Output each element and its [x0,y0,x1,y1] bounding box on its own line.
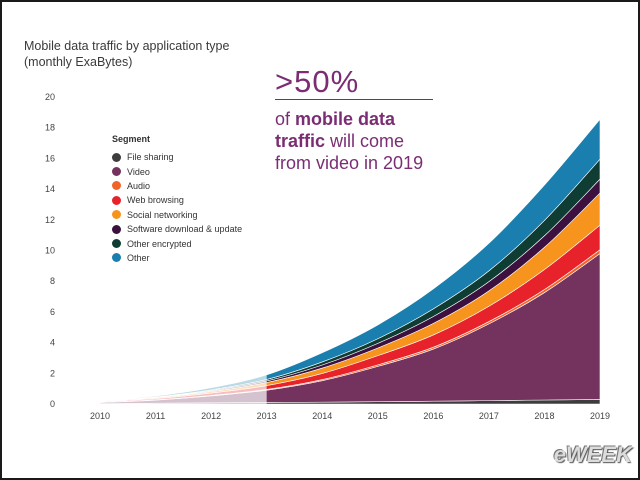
legend-swatch [112,239,121,249]
legend-swatch [112,195,121,205]
legend-item: Other [112,251,242,265]
callout-headline: >50% [275,64,360,99]
legend-item: Software download & update [112,222,242,236]
legend-label: File sharing [127,152,174,163]
x-tick-label: 2014 [312,411,332,421]
y-tick-label: 14 [45,184,55,194]
x-tick-label: 2016 [423,411,443,421]
legend-label: Audio [127,180,151,191]
y-tick-label: 0 [50,399,55,409]
area-series-other [99,118,601,402]
legend-label: Social networking [127,209,198,220]
legend-label: Other encrypted [127,238,192,249]
legend-title: Segment [112,134,151,144]
eweek-watermark-logo: eWEEK [553,442,632,467]
legend-item: Web browsing [112,193,242,207]
chart-subtitle: (monthly ExaBytes) [24,55,133,69]
callout-divider [275,99,433,100]
y-axis-ticks: 0 2 4 6 8 10 12 14 16 18 20 [45,92,55,409]
legend-swatch [112,167,121,177]
y-tick-label: 20 [45,92,55,102]
x-tick-label: 2011 [146,411,165,421]
legend-item: File sharing [112,150,242,164]
chart-title-block: Mobile data traffic by application type … [24,38,229,70]
legend-swatch [112,210,121,220]
y-tick-label: 6 [50,307,55,317]
x-tick-label: 2012 [201,411,221,421]
legend-swatch [112,181,121,191]
callout-text-bold: traffic [275,131,326,151]
historic-fade-overlay [98,97,267,405]
x-tick-label: 2015 [368,411,388,421]
callout-text: of mobile data traffic will come from vi… [275,108,455,174]
y-tick-label: 18 [45,123,55,133]
legend-item: Audio [112,179,242,193]
y-tick-label: 8 [50,276,55,286]
legend-swatch [112,224,121,234]
y-tick-label: 10 [45,246,55,256]
y-tick-label: 2 [50,368,55,378]
legend-label: Software download & update [127,224,243,235]
x-axis-ticks: 2010 2011 2012 2013 2014 2015 2016 2017 2018 2019 [90,411,610,421]
x-tick-label: 2019 [590,411,610,421]
stacked-areas [98,97,601,405]
legend-item: Video [112,164,242,178]
x-tick-label: 2013 [257,411,277,421]
callout-text-bold: mobile data [295,109,396,129]
x-tick-label: 2017 [479,411,499,421]
chart-title: Mobile data traffic by application type [24,39,230,53]
legend-label: Video [127,166,150,177]
legend-swatch [112,152,121,162]
callout-text-part: of [275,109,296,129]
x-tick-label: 2010 [90,411,110,421]
callout-text-part: will come [325,131,405,151]
callout-text-part: from video in 2019 [275,153,424,173]
y-tick-label: 12 [45,215,55,225]
y-tick-label: 16 [45,153,55,163]
legend-label: Web browsing [127,195,184,206]
legend-swatch [112,253,121,263]
x-tick-label: 2018 [534,411,554,421]
legend-label: Other [127,252,150,263]
y-tick-label: 4 [50,338,55,348]
legend-items: File sharing Video Audio Web browsing Social… [112,150,242,265]
legend-item: Social networking [112,208,242,222]
legend: Segment File sharing Video Audio Web browsi… [112,134,242,265]
legend-item: Other encrypted [112,236,242,250]
